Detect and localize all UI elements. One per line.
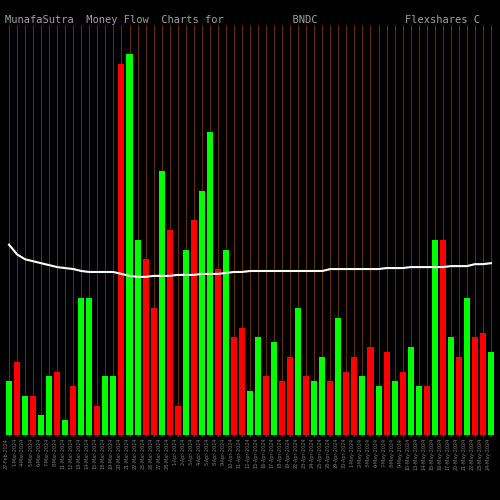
Bar	[287, 357, 293, 435]
Bar	[263, 376, 269, 435]
Bar	[456, 357, 462, 435]
Bar	[255, 338, 261, 435]
Bar	[400, 372, 406, 435]
Bar	[408, 347, 414, 435]
Bar	[336, 318, 342, 435]
Bar	[38, 416, 44, 435]
Bar	[14, 362, 20, 435]
Bar	[46, 376, 52, 435]
Bar	[166, 230, 172, 435]
Bar	[247, 391, 253, 435]
Bar	[215, 269, 221, 435]
Bar	[199, 191, 205, 435]
Bar	[472, 338, 478, 435]
Bar	[78, 298, 84, 435]
Bar	[239, 328, 245, 435]
Bar	[110, 376, 116, 435]
Bar	[62, 420, 68, 435]
Bar	[344, 372, 349, 435]
Bar	[384, 352, 390, 435]
Bar	[207, 132, 213, 435]
Bar	[191, 220, 197, 435]
Bar	[174, 406, 180, 435]
Bar	[368, 347, 374, 435]
Bar	[6, 382, 12, 435]
Bar	[126, 54, 132, 435]
Bar	[94, 406, 100, 435]
Bar	[158, 172, 164, 435]
Bar	[488, 352, 494, 435]
Bar	[223, 250, 229, 435]
Bar	[134, 240, 140, 435]
Bar	[328, 382, 334, 435]
Bar	[360, 376, 366, 435]
Bar	[231, 338, 237, 435]
Text: MunafaSutra  Money Flow  Charts for           BNDC              Flexshares C: MunafaSutra Money Flow Charts for BNDC F…	[5, 15, 480, 25]
Bar	[142, 260, 148, 435]
Bar	[295, 308, 301, 435]
Bar	[448, 338, 454, 435]
Bar	[424, 386, 430, 435]
Bar	[480, 332, 486, 435]
Bar	[182, 250, 189, 435]
Bar	[376, 386, 382, 435]
Bar	[22, 396, 28, 435]
Bar	[86, 298, 92, 435]
Bar	[303, 376, 309, 435]
Bar	[271, 342, 277, 435]
Bar	[118, 64, 124, 435]
Bar	[70, 386, 76, 435]
Bar	[392, 382, 398, 435]
Bar	[320, 357, 326, 435]
Bar	[416, 386, 422, 435]
Bar	[464, 298, 470, 435]
Bar	[311, 382, 318, 435]
Bar	[102, 376, 108, 435]
Bar	[150, 308, 156, 435]
Bar	[279, 382, 285, 435]
Bar	[54, 372, 60, 435]
Bar	[352, 357, 358, 435]
Bar	[30, 396, 36, 435]
Bar	[440, 240, 446, 435]
Bar	[432, 240, 438, 435]
